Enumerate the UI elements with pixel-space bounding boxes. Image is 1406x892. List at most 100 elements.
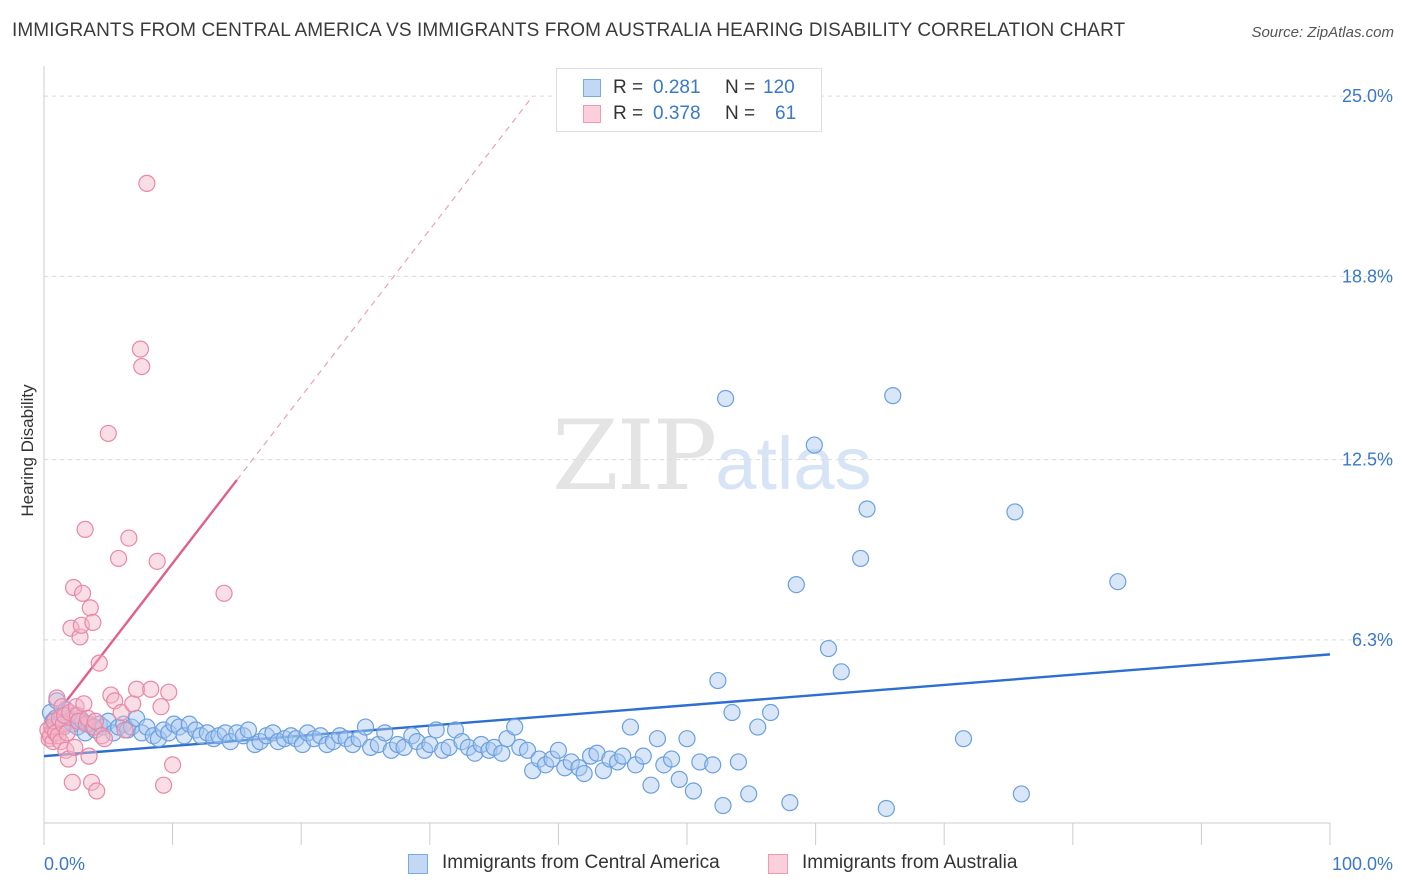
data-point: [704, 756, 722, 774]
data-point: [170, 718, 188, 736]
bottom-legend-label: Immigrants from Australia: [802, 852, 1018, 873]
data-point: [112, 703, 130, 722]
bottom-legend-swatch-central-america: [408, 854, 428, 874]
data-point: [459, 738, 477, 757]
data-point: [729, 753, 748, 771]
chart-title: IMMIGRANTS FROM CENTRAL AMERICA VS IMMIG…: [12, 20, 1126, 41]
legend-r-value: 0.378: [653, 103, 701, 124]
data-point: [116, 721, 134, 739]
legend-r-label: R =: [613, 103, 644, 124]
data-point: [215, 584, 233, 602]
data-point: [1012, 785, 1030, 803]
x-tick-label: 100.0%: [1332, 854, 1393, 874]
data-point: [148, 552, 166, 570]
data-point: [670, 770, 688, 788]
data-point: [480, 741, 498, 759]
data-point: [80, 747, 98, 765]
data-point: [518, 741, 537, 759]
data-point: [832, 663, 850, 681]
data-point: [282, 727, 300, 745]
data-point: [138, 174, 156, 192]
data-point: [536, 756, 555, 774]
legend-swatch-australia: [583, 105, 601, 123]
data-point: [761, 703, 780, 722]
data-point: [299, 724, 317, 742]
legend-r-label: R =: [613, 77, 644, 98]
y-tick-label: 6.3%: [1352, 630, 1393, 650]
bottom-legend-swatch-australia: [768, 854, 788, 874]
data-point: [852, 549, 870, 568]
data-point: [575, 764, 593, 783]
data-point: [466, 744, 484, 762]
data-point: [81, 599, 99, 617]
data-point: [356, 718, 375, 736]
data-point: [109, 549, 128, 568]
legend-n-value: 61: [775, 103, 797, 124]
data-point: [678, 730, 696, 748]
data-point: [530, 750, 548, 768]
data-point: [64, 578, 83, 597]
legend-swatch-central-america: [583, 79, 601, 97]
data-point: [84, 613, 102, 631]
data-point: [133, 357, 151, 376]
data-point: [493, 744, 511, 762]
data-point: [138, 718, 156, 736]
data-point: [149, 730, 168, 748]
data-point: [324, 732, 342, 751]
data-point: [120, 529, 138, 547]
data-point: [180, 715, 198, 733]
data-point: [805, 436, 823, 454]
data-point: [781, 794, 799, 812]
data-point: [86, 712, 105, 730]
bottom-legend-label: Immigrants from Central America: [442, 852, 720, 873]
data-point: [749, 718, 767, 736]
data-point: [621, 718, 640, 736]
trend-lines: [43, 95, 1331, 758]
legend-n-label: N =: [725, 77, 756, 98]
axes: [43, 66, 1331, 845]
data-point: [543, 750, 561, 768]
data-point: [246, 735, 264, 754]
data-point: [142, 680, 160, 698]
x-tick-label: 0.0%: [44, 854, 85, 874]
data-point: [95, 730, 114, 748]
data-point: [73, 584, 92, 602]
data-point: [648, 730, 667, 748]
data-point: [556, 759, 574, 777]
data-point: [709, 671, 727, 690]
trend-line: [43, 653, 1331, 758]
data-point: [251, 732, 269, 751]
watermark: ZIPatlas: [552, 400, 872, 512]
data-point: [63, 773, 81, 791]
data-point: [877, 799, 895, 818]
data-point: [954, 730, 973, 748]
data-point: [62, 619, 80, 637]
data-point: [160, 683, 178, 701]
data-point: [642, 776, 660, 794]
y-tick-label: 25.0%: [1342, 86, 1393, 106]
data-point: [787, 575, 805, 594]
data-point: [58, 724, 76, 742]
data-point: [76, 520, 94, 538]
data-point: [453, 732, 471, 751]
data-point: [93, 727, 111, 745]
data-point: [124, 695, 142, 713]
data-point: [1109, 573, 1127, 591]
data-point: [99, 424, 117, 443]
data-point: [884, 387, 902, 405]
data-point: [714, 796, 732, 815]
data-points: [39, 174, 1127, 818]
data-point: [723, 703, 741, 722]
data-point: [48, 689, 66, 707]
legend-r-value: 0.281: [653, 77, 701, 98]
data-point: [376, 724, 394, 742]
data-point: [127, 680, 146, 698]
data-point: [691, 753, 709, 771]
grid-lines: [44, 95, 1394, 641]
axis-labels: 6.3% 12.5% 18.8% 25.0% 0.0% 100.0% Hearing Dis…: [18, 86, 1393, 874]
data-point: [82, 773, 101, 791]
data-point: [819, 639, 838, 658]
data-point: [337, 730, 355, 748]
data-point: [506, 718, 524, 736]
